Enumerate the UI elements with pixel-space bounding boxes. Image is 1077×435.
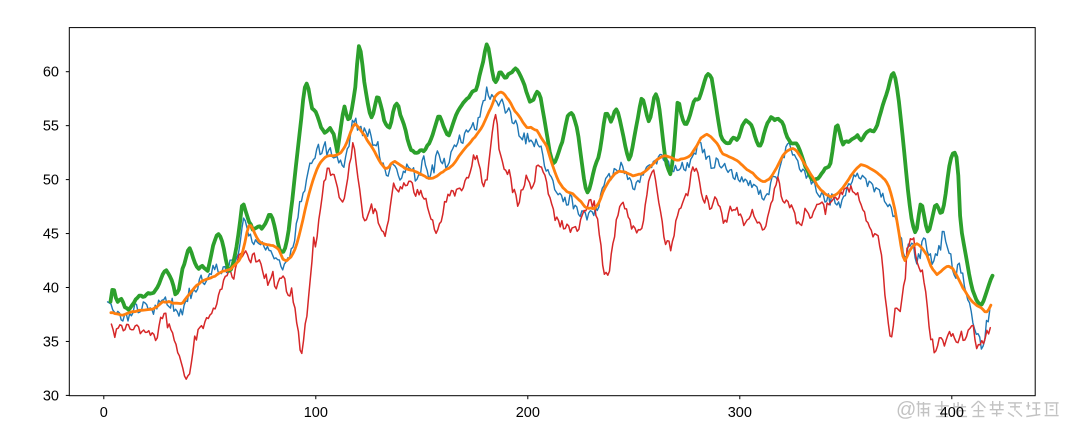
- svg-text:60: 60: [43, 65, 59, 81]
- svg-text:400: 400: [940, 405, 964, 421]
- svg-text:55: 55: [43, 119, 59, 135]
- svg-text:200: 200: [516, 405, 540, 421]
- svg-text:35: 35: [43, 334, 59, 350]
- svg-text:100: 100: [304, 405, 328, 421]
- svg-text:300: 300: [728, 405, 752, 421]
- svg-text:50: 50: [43, 173, 59, 189]
- svg-text:40: 40: [43, 281, 59, 297]
- svg-text:30: 30: [43, 388, 59, 404]
- svg-text:@: @: [896, 399, 916, 421]
- svg-text:45: 45: [43, 227, 59, 243]
- svg-text:0: 0: [100, 405, 108, 421]
